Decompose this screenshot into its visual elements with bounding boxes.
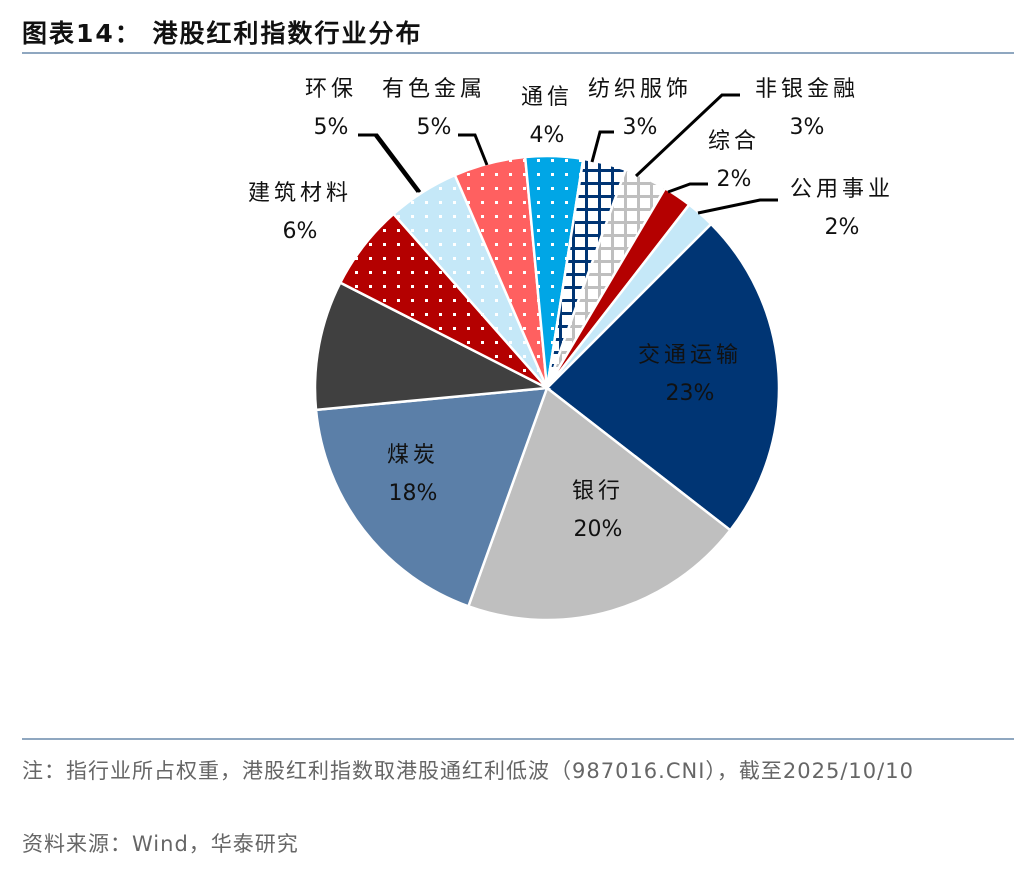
slice-label: 交通运输 [638, 343, 742, 368]
leader-line [373, 134, 420, 193]
slice-label: 纺织服饰 [588, 77, 692, 102]
leader-line [634, 93, 740, 178]
pie-slice-4 [313, 280, 552, 412]
slice-label: 煤炭 [387, 443, 439, 468]
slice-label: 环保 [305, 77, 357, 102]
leader-line [358, 133, 422, 193]
slice-value: 4% [530, 123, 565, 148]
pie-chart: 交通运输 23% 银行 20% 煤炭 18% 建筑材料 6% 环保 5% 有色金属 5% 通信 4% 纺织服… [248, 77, 894, 622]
slice-value: 2% [825, 215, 860, 240]
slice-value: 23% [666, 381, 715, 406]
slice-value: 18% [389, 481, 438, 506]
pie-slice-1 [545, 222, 781, 532]
pie-slice-3 [314, 386, 549, 608]
pie-slice-2 [466, 385, 733, 622]
slice-label: 有色金属 [382, 77, 486, 102]
slice-label: 非银金融 [755, 77, 859, 102]
slice-label: 公用事业 [790, 177, 894, 202]
slice-label: 综合 [708, 129, 760, 154]
leader-line [697, 198, 778, 215]
slice-label: 通信 [521, 85, 573, 110]
slice-value: 5% [314, 115, 349, 140]
slice-value: 20% [574, 517, 623, 542]
slice-label: 银行 [572, 479, 624, 504]
slice-value: 2% [717, 167, 752, 192]
slice-value: 3% [790, 115, 825, 140]
footer-divider [22, 738, 1014, 740]
chart-title: 图表14： 港股红利指数行业分布 [22, 19, 423, 48]
slice-value: 6% [283, 219, 318, 244]
title-divider [22, 52, 1014, 54]
chart-source: 资料来源：Wind，华泰研究 [22, 832, 299, 856]
leader-line [667, 182, 708, 194]
chart-note: 注：指行业所占权重，港股红利指数取港股通红利低波（987016.CNI），截至2… [22, 759, 914, 783]
slice-value: 5% [417, 115, 452, 140]
leader-line [458, 133, 489, 166]
slice-label: 建筑材料 [248, 181, 352, 206]
slice-value: 3% [623, 115, 658, 140]
leader-line [590, 130, 614, 163]
